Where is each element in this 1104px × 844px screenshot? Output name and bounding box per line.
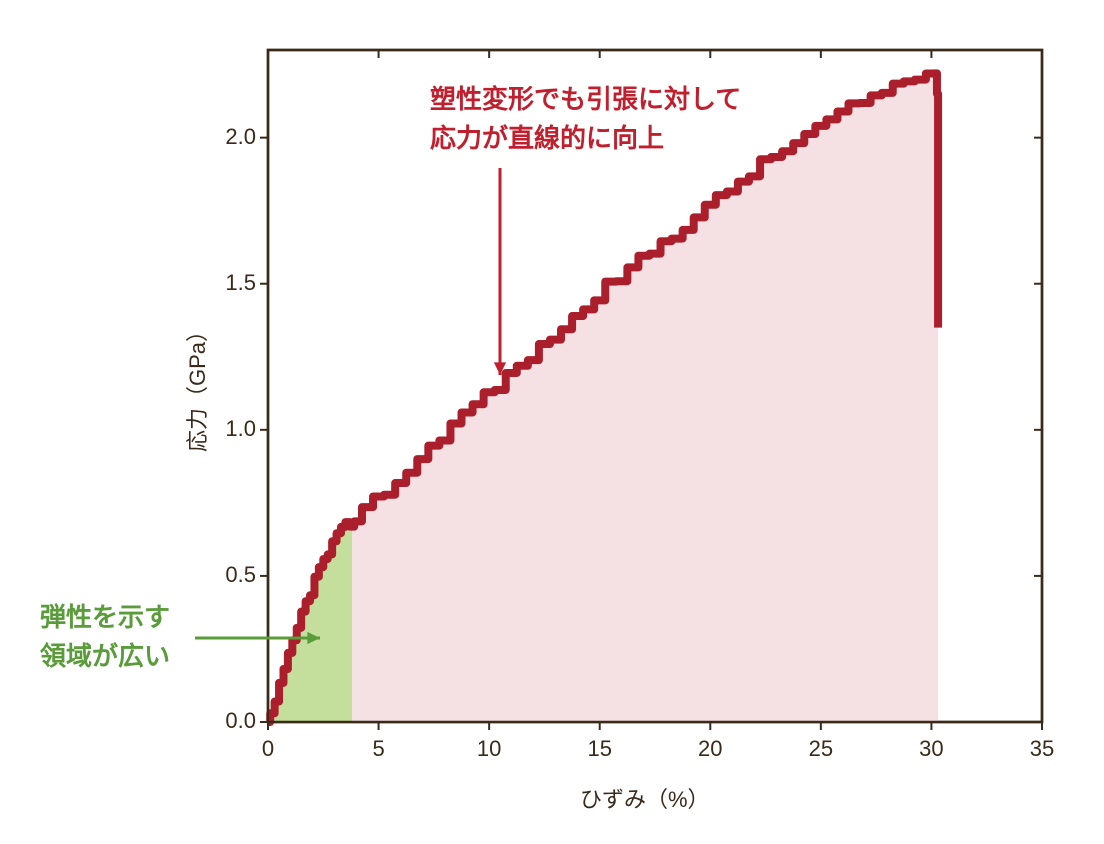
x-tick-label: 15 (580, 736, 620, 762)
annotation-plastic-line2: 応力が直線的に向上 (430, 123, 664, 153)
x-tick-label: 30 (911, 736, 951, 762)
y-tick-label: 1.0 (208, 416, 256, 442)
annotation-plastic-line1: 塑性変形でも引張に対して (430, 84, 741, 114)
annotation-elastic-line1: 弾性を示す (40, 602, 170, 632)
y-tick-label: 0.0 (208, 708, 256, 734)
x-tick-label: 0 (248, 736, 288, 762)
x-tick-label: 5 (359, 736, 399, 762)
x-tick-label: 35 (1022, 736, 1062, 762)
annotation-plastic: 塑性変形でも引張に対して 応力が直線的に向上 (430, 80, 741, 158)
x-tick-label: 25 (801, 736, 841, 762)
y-tick-label: 2.0 (208, 124, 256, 150)
stress-strain-chart: 応力（GPa） ひずみ（%） 塑性変形でも引張に対して 応力が直線的に向上 弾性… (0, 0, 1104, 844)
y-tick-label: 1.5 (208, 270, 256, 296)
y-tick-label: 0.5 (208, 562, 256, 588)
annotation-elastic: 弾性を示す 領域が広い (40, 598, 170, 676)
annotation-elastic-line2: 領域が広い (40, 641, 170, 671)
x-tick-label: 20 (690, 736, 730, 762)
x-axis-label: ひずみ（%） (580, 782, 710, 814)
x-tick-label: 10 (469, 736, 509, 762)
